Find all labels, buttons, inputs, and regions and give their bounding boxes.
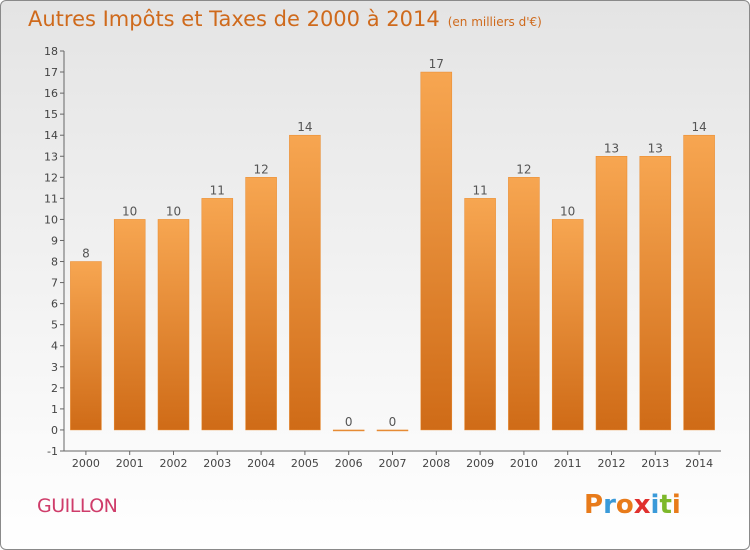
y-tick-label: 9 — [51, 234, 58, 247]
data-label: 12 — [253, 162, 268, 176]
y-tick-label: -1 — [47, 445, 58, 458]
y-tick-label: 7 — [51, 277, 58, 290]
y-tick-label: 10 — [44, 213, 58, 226]
logo-letter: o — [615, 490, 634, 520]
y-tick-label: 16 — [44, 87, 58, 100]
chart-title: Autres Impôts et Taxes de 2000 à 2014 (en… — [28, 7, 542, 31]
data-label: 13 — [648, 141, 663, 155]
bar — [508, 177, 540, 431]
y-tick-label: 4 — [51, 340, 58, 353]
data-label: 14 — [691, 120, 706, 134]
x-tick-label: 2009 — [466, 457, 494, 470]
data-label: 0 — [389, 415, 397, 429]
bar — [70, 261, 102, 431]
x-tick-label: 2000 — [72, 457, 100, 470]
logo-letter: t — [659, 490, 672, 520]
logo-letter: i — [650, 490, 660, 520]
bar — [289, 134, 321, 431]
logo-letter: i — [671, 490, 681, 520]
data-label: 17 — [429, 57, 444, 71]
data-label: 11 — [210, 183, 225, 197]
y-tick-label: 0 — [51, 424, 58, 437]
y-tick-label: 15 — [44, 108, 58, 121]
y-tick-label: 18 — [44, 45, 58, 58]
bar — [376, 429, 409, 432]
x-tick-label: 2002 — [160, 457, 188, 470]
x-tick-label: 2004 — [247, 457, 275, 470]
proxiti-logo: Proxiti — [584, 490, 681, 520]
data-label: 10 — [166, 204, 181, 218]
y-tick-label: 2 — [51, 382, 58, 395]
x-tick-label: 2005 — [291, 457, 319, 470]
y-tick-label: 17 — [44, 66, 58, 79]
bar — [551, 219, 584, 431]
x-tick-label: 2007 — [379, 457, 407, 470]
y-tick-label: 5 — [51, 319, 58, 332]
x-tick-label: 2014 — [685, 457, 713, 470]
bar — [639, 156, 672, 431]
x-tick-label: 2013 — [641, 457, 669, 470]
y-tick-label: 14 — [44, 129, 58, 142]
bar — [595, 156, 628, 431]
data-label: 11 — [472, 183, 487, 197]
bar — [464, 198, 496, 431]
x-tick-label: 2012 — [598, 457, 626, 470]
data-label: 0 — [345, 415, 353, 429]
data-label: 12 — [516, 162, 531, 176]
y-tick-label: 1 — [51, 403, 58, 416]
data-label: 13 — [604, 141, 619, 155]
bar — [420, 71, 453, 431]
bar — [113, 219, 146, 431]
bar — [332, 429, 365, 432]
data-label: 14 — [297, 120, 312, 134]
y-tick-label: 6 — [51, 298, 58, 311]
data-label: 10 — [560, 204, 575, 218]
x-tick-label: 2001 — [116, 457, 144, 470]
chart-subtitle: (en milliers d'€) — [447, 15, 542, 29]
y-tick-label: 11 — [44, 192, 58, 205]
logo-letter: P — [584, 490, 604, 520]
y-tick-label: 12 — [44, 171, 58, 184]
x-tick-label: 2010 — [510, 457, 538, 470]
place-name: GUILLON — [37, 495, 118, 517]
y-tick-label: 8 — [51, 256, 58, 269]
logo-letter: r — [603, 490, 616, 520]
data-label: 8 — [82, 247, 90, 261]
bar — [683, 134, 715, 431]
x-tick-label: 2011 — [554, 457, 582, 470]
x-tick-label: 2003 — [203, 457, 231, 470]
x-tick-label: 2008 — [422, 457, 450, 470]
data-label: 10 — [122, 204, 137, 218]
bar — [201, 198, 234, 431]
y-tick-label: 13 — [44, 150, 58, 163]
y-tick-label: 3 — [51, 361, 58, 374]
bar — [245, 177, 277, 431]
x-tick-label: 2006 — [335, 457, 363, 470]
bar — [157, 219, 190, 431]
logo-letter: x — [633, 490, 651, 520]
